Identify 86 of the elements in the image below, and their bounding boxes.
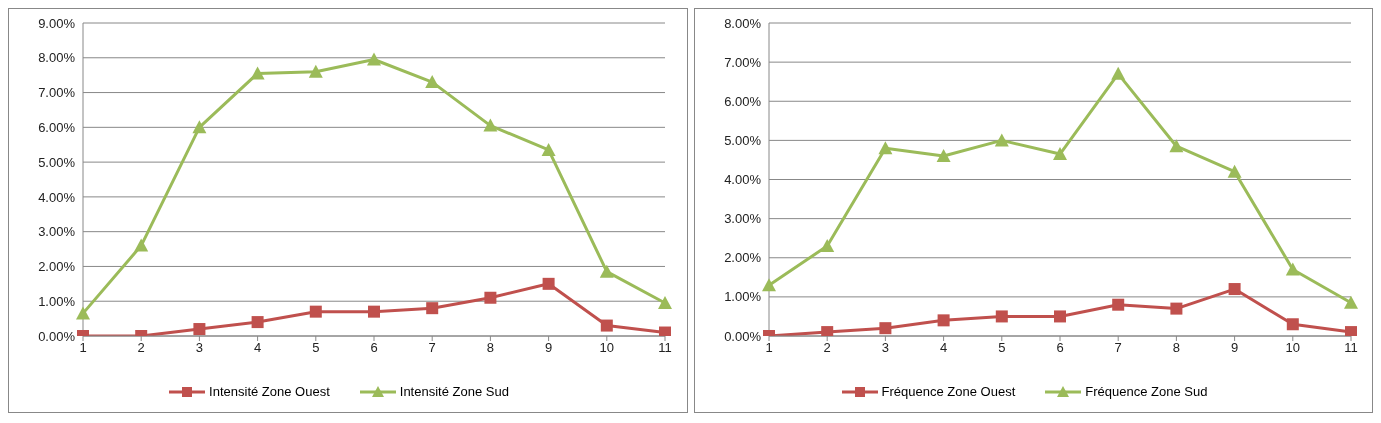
point <box>1053 310 1066 323</box>
x-tick-label: 5 <box>312 340 320 356</box>
x-tick-label: 1 <box>764 340 773 356</box>
x-tick-label: 10 <box>1285 340 1300 356</box>
x-tick-label: 9 <box>1230 340 1238 356</box>
point <box>658 295 672 309</box>
x-tick-label: 7 <box>1114 340 1122 356</box>
point <box>936 149 951 163</box>
point <box>193 323 206 336</box>
point <box>192 120 207 134</box>
point <box>995 310 1008 323</box>
point <box>819 239 834 253</box>
x-tick-label: 4 <box>253 340 262 356</box>
point <box>659 326 671 336</box>
y-tick-label: 7.00% <box>38 85 76 101</box>
point <box>309 305 322 318</box>
y-tick-label: 8.00% <box>38 50 76 66</box>
x-tick-label: 11 <box>1343 340 1358 356</box>
x-tick-label: 2 <box>823 340 831 356</box>
point <box>820 326 833 336</box>
point <box>367 52 381 66</box>
x-tick-label: 6 <box>370 340 378 356</box>
legend-label: Fréquence Zone Sud <box>1085 384 1208 399</box>
point <box>994 133 1009 147</box>
point <box>484 291 497 304</box>
x-tick-label: 10 <box>599 340 615 356</box>
legend-label: Intensité Zone Ouest <box>209 384 330 399</box>
x-tick-label: 8 <box>1172 340 1180 356</box>
point <box>541 142 556 156</box>
x-tick-label: 3 <box>195 340 204 356</box>
point <box>1286 318 1299 331</box>
point <box>1285 262 1300 276</box>
legend-label: Intensité Zone Sud <box>399 384 509 399</box>
point <box>251 316 264 329</box>
x-tick-label: 2 <box>137 340 145 356</box>
x-tick-label: 8 <box>486 340 495 356</box>
x-tick-label: 6 <box>1055 340 1064 356</box>
point <box>426 302 439 315</box>
x-tick-label: 4 <box>939 340 947 356</box>
point <box>308 64 323 78</box>
point <box>1228 283 1241 296</box>
point <box>1110 66 1125 80</box>
y-tick-label: 5.00% <box>38 154 76 170</box>
point <box>1227 164 1242 178</box>
x-tick-label: 9 <box>544 340 553 356</box>
y-tick-label: 2.00% <box>723 250 761 266</box>
y-tick-label: 4.00% <box>723 172 761 188</box>
point <box>134 238 149 252</box>
point <box>761 278 776 292</box>
point <box>1052 147 1067 161</box>
y-tick-label: 4.00% <box>38 189 76 205</box>
x-tick-label: 1 <box>79 340 87 356</box>
y-tick-label: 6.00% <box>38 119 76 135</box>
point <box>1111 298 1124 311</box>
y-tick-label: 2.00% <box>38 259 76 275</box>
point <box>1343 295 1358 309</box>
point <box>877 141 892 155</box>
y-tick-label: 8.00% <box>723 15 761 31</box>
point <box>878 322 891 335</box>
point <box>425 75 440 89</box>
y-tick-label: 9.00% <box>38 15 76 31</box>
y-tick-label: 1.00% <box>723 289 761 305</box>
point <box>250 66 265 80</box>
y-tick-label: 3.00% <box>723 211 761 227</box>
point <box>1168 139 1183 153</box>
y-tick-label: 5.00% <box>723 132 761 148</box>
point <box>1344 326 1357 336</box>
point <box>542 277 555 290</box>
point <box>483 118 498 132</box>
y-tick-label: 1.00% <box>38 293 76 309</box>
legend-label: Fréquence Zone Ouest <box>881 384 1016 399</box>
x-tick-label: 11 <box>658 340 672 356</box>
y-tick-label: 0.00% <box>38 328 76 344</box>
x-tick-label: 7 <box>428 340 436 356</box>
point <box>599 264 614 278</box>
y-tick-label: 0.00% <box>723 328 761 344</box>
point <box>1169 302 1182 315</box>
y-tick-label: 7.00% <box>723 54 761 70</box>
point <box>76 306 90 320</box>
point <box>368 305 380 318</box>
point <box>937 314 950 327</box>
x-tick-label: 5 <box>997 340 1005 356</box>
x-tick-label: 3 <box>881 340 889 356</box>
point <box>600 319 613 332</box>
y-tick-label: 6.00% <box>723 93 761 109</box>
y-tick-label: 3.00% <box>38 224 76 240</box>
